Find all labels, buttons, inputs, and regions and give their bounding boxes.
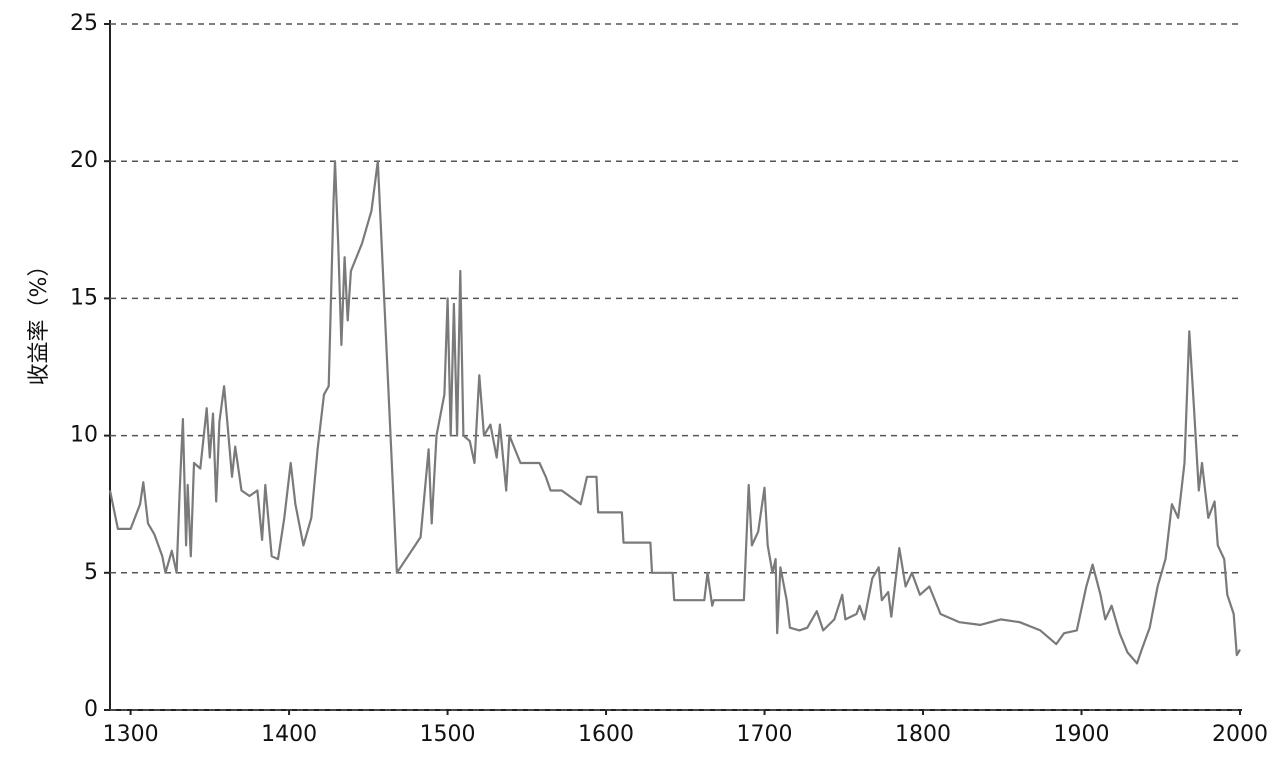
- y-tick-label: 5: [84, 560, 98, 585]
- y-tick-label: 25: [70, 11, 98, 36]
- x-tick-label: 1600: [578, 722, 634, 747]
- y-tick-label: 20: [70, 148, 98, 173]
- y-tick-label: 0: [84, 697, 98, 722]
- x-tick-label: 1900: [1054, 722, 1110, 747]
- y-tick-label: 15: [70, 285, 98, 310]
- x-tick-label: 1700: [737, 722, 793, 747]
- x-tick-label: 1800: [895, 722, 951, 747]
- x-tick-label: 2000: [1212, 722, 1268, 747]
- y-axis-label: 收益率（%）: [27, 255, 52, 386]
- x-tick-label: 1500: [420, 722, 476, 747]
- data-line: [108, 160, 1241, 665]
- y-tick-label: 10: [70, 423, 98, 448]
- x-tick-label: 1400: [261, 722, 317, 747]
- x-tick-label: 1300: [103, 722, 159, 747]
